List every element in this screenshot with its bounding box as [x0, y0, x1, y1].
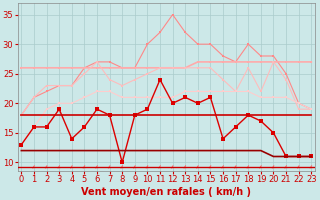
- X-axis label: Vent moyen/en rafales ( km/h ): Vent moyen/en rafales ( km/h ): [81, 187, 251, 197]
